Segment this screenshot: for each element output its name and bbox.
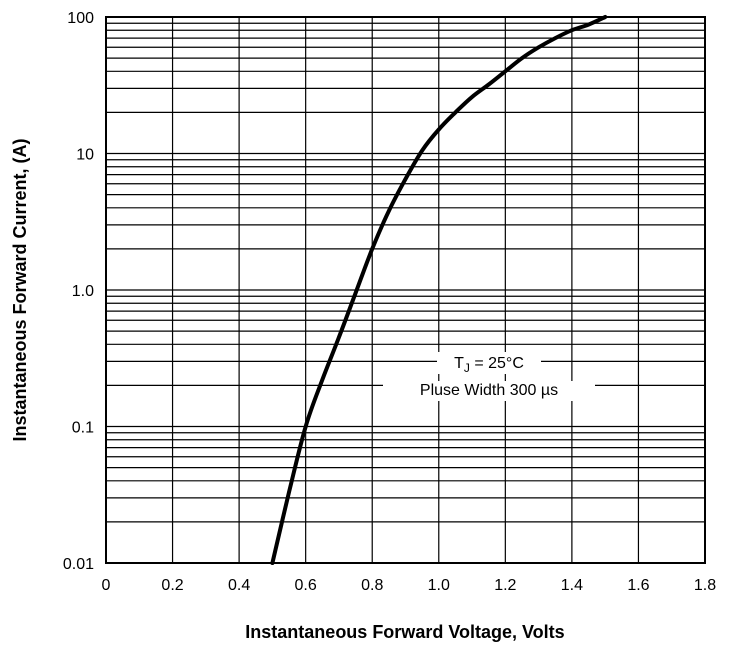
y-tick-label: 10 (76, 147, 94, 164)
forward-current-curve (270, 15, 608, 565)
x-tick-label: 1.8 (694, 577, 716, 594)
y-axis-label: Instantaneous Forward Current, (A) (10, 138, 30, 441)
y-tick-label: 100 (67, 10, 94, 27)
x-tick-label: 1.6 (627, 577, 649, 594)
grid (105, 16, 706, 564)
annotation: TJ = 25°C Pluse Width 300 µs (383, 352, 595, 401)
x-tick-label: 1.2 (494, 577, 516, 594)
plot-area (270, 15, 608, 565)
y-tick-label: 1.0 (72, 283, 94, 300)
plot-frame (105, 16, 706, 564)
x-axis-label: Instantaneous Forward Voltage, Volts (245, 622, 564, 642)
x-tick-label: 1.0 (428, 577, 450, 594)
x-tick-label: 0.8 (361, 577, 383, 594)
x-tick-label: 0.4 (228, 577, 250, 594)
x-tick-label: 0.6 (295, 577, 317, 594)
x-tick-label: 1.4 (561, 577, 583, 594)
x-tick-label: 0 (102, 577, 111, 594)
x-axis-ticks: 0 0.2 0.4 0.6 0.8 1.0 1.2 1.4 1.6 1.8 (102, 577, 717, 594)
y-axis-ticks: 0.01 0.1 1.0 10 100 (63, 10, 94, 573)
annotation-temperature-symbol: T (454, 355, 464, 372)
annotation-background (437, 352, 541, 374)
y-tick-label: 0.1 (72, 420, 94, 437)
annotation-temperature: TJ = 25°C (454, 355, 524, 375)
x-tick-label: 0.2 (161, 577, 183, 594)
annotation-background (383, 381, 595, 401)
annotation-temperature-subscript: J (464, 361, 470, 375)
annotation-temperature-value: = 25°C (470, 355, 524, 372)
annotation-pulse-width: Pluse Width 300 µs (420, 382, 558, 399)
y-tick-label: 0.01 (63, 556, 94, 573)
